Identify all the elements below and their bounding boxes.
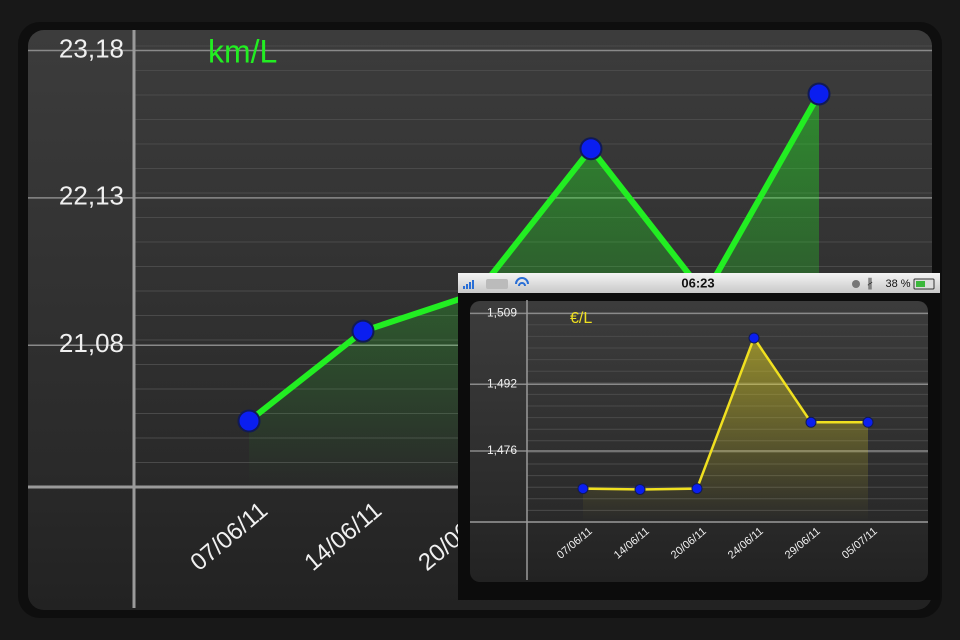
y-tick-label: 23,18: [59, 33, 124, 63]
y-tick-label: 1,476: [487, 443, 517, 457]
wifi-icon: [515, 277, 529, 287]
y-tick-label: 21,08: [59, 328, 124, 358]
alarm-icon: [852, 280, 860, 288]
point: [862, 416, 874, 428]
point: [691, 483, 703, 495]
y-tick-label: 1,492: [487, 376, 517, 390]
y-tick-label: 22,13: [59, 181, 124, 211]
status-time: 06:23: [681, 275, 714, 290]
y-tick-label: 1,509: [487, 306, 517, 320]
point: [579, 137, 603, 161]
area: [583, 337, 868, 522]
battery-level: [916, 281, 925, 287]
status-bar: [458, 273, 940, 293]
point: [805, 416, 817, 428]
point: [351, 319, 375, 343]
bluetooth-icon: ∦: [867, 276, 873, 290]
carrier-blur: [486, 279, 508, 289]
line: [582, 336, 868, 491]
point: [237, 409, 261, 433]
point: [748, 332, 760, 344]
point: [634, 483, 646, 495]
signal-icon: [463, 280, 474, 289]
line: [247, 92, 822, 424]
chart-title: km/L: [208, 33, 277, 69]
point: [807, 82, 831, 106]
point: [577, 483, 589, 495]
chart-title: €/L: [570, 310, 592, 327]
battery-percent: 38 %: [885, 278, 910, 290]
